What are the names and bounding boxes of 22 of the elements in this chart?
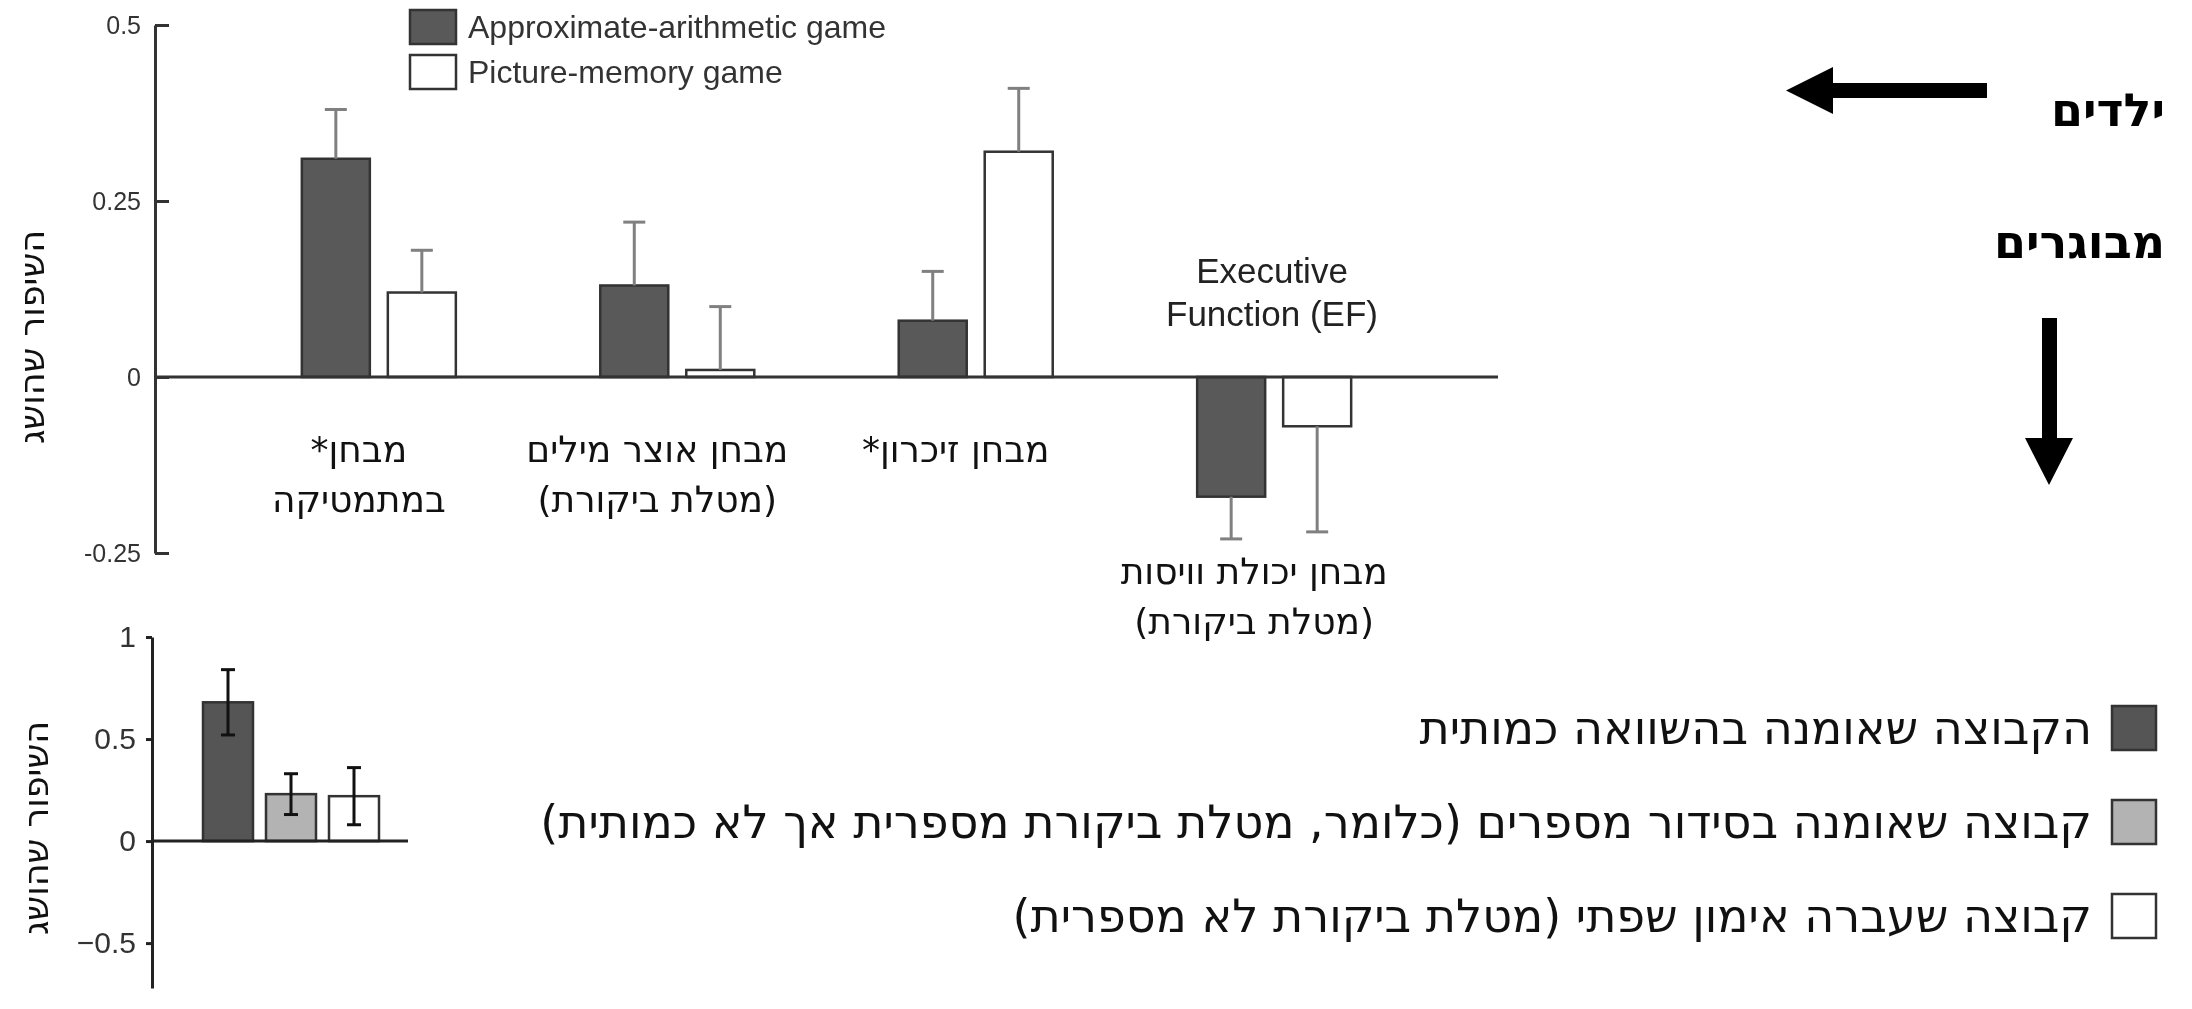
y-tick-label: -0.25 xyxy=(84,538,141,567)
y-tick-label: 0.5 xyxy=(106,10,141,39)
y-tick-label: −0.5 xyxy=(76,926,136,960)
legend-label: קבוצה שאומנה בסידור מספרים (כלומר, מטלת ביקורת מספרית אך לא כמותית) xyxy=(540,795,2092,849)
x-tick-label: מבחן* במתמטיקה xyxy=(271,428,446,520)
y-axis-title: השיפור שהושג xyxy=(16,720,56,936)
annotation: Executive Function (EF) xyxy=(1166,251,1378,333)
x-tick-label: מבחן יכולת וויסות (מטלת ביקורת) xyxy=(1120,551,1388,643)
legend-label: Approximate-arithmetic game xyxy=(468,9,886,45)
y-tick-label: 1 xyxy=(119,620,136,654)
x-tick-label: מבחן זיכרון* xyxy=(861,428,1050,470)
legend-label: קבוצה שעברה אימון שפתי (מטלת ביקורת לא מספרית) xyxy=(1012,889,2092,943)
text: מבוגרים xyxy=(1994,215,2165,269)
y-tick-label: 0 xyxy=(119,824,136,858)
legend-label: Picture-memory game xyxy=(468,54,783,90)
y-axis-title: השיפור שהושג xyxy=(12,229,52,445)
text: ילדים xyxy=(2051,83,2165,137)
y-tick-label: 0.5 xyxy=(94,722,136,756)
y-tick-label: 0 xyxy=(127,362,141,391)
y-tick-label: 0.25 xyxy=(92,186,141,215)
x-tick-label: מבחן אוצר מילים (מטלת ביקורת) xyxy=(526,428,789,520)
legend-label: הקבוצה שאומנה בהשוואה כמותית xyxy=(1419,701,2092,755)
